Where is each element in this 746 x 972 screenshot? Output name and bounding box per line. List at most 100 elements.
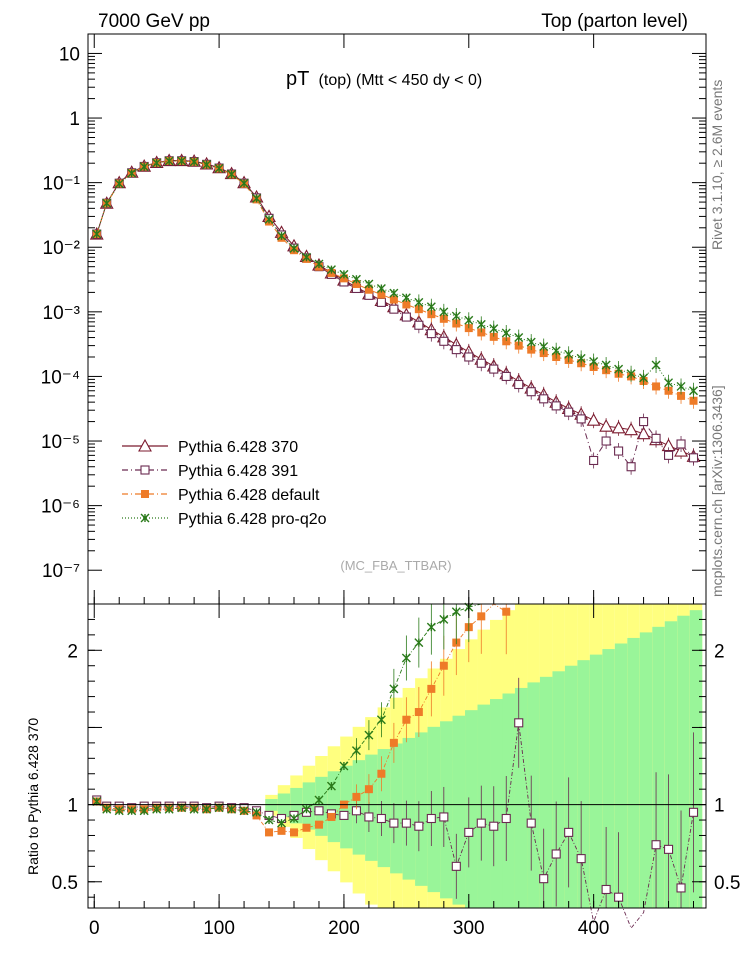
data-point <box>139 162 149 172</box>
data-point <box>676 439 686 449</box>
y-tick-label: 10⁻² <box>43 238 81 259</box>
data-point <box>277 231 287 241</box>
band-green <box>277 793 291 818</box>
data-point <box>252 193 262 203</box>
ratio-point <box>239 806 249 816</box>
ratio-point <box>451 861 461 871</box>
ratio-point <box>351 746 361 756</box>
data-point <box>164 156 174 166</box>
ratio-point <box>102 804 112 814</box>
data-point <box>389 288 399 298</box>
ratio-point <box>451 607 461 617</box>
ratio-point <box>439 661 448 670</box>
data-point <box>264 214 274 224</box>
band-green <box>415 732 428 886</box>
ratio-point <box>314 820 323 829</box>
header-right: Top (parton level) <box>541 11 688 32</box>
band-green <box>440 721 453 899</box>
data-point <box>676 381 686 391</box>
ratio-point <box>364 730 374 740</box>
ratio-point <box>426 813 436 824</box>
data-point <box>651 360 661 370</box>
ratio-point <box>389 684 399 694</box>
ratio-point <box>514 718 524 728</box>
data-point <box>114 179 124 189</box>
ratio-point <box>526 818 536 828</box>
band-green <box>390 743 403 874</box>
ratio-y-tick-label: 1 <box>67 796 78 817</box>
band-green <box>427 726 441 893</box>
ratio-y-tick-label: 0.5 <box>52 873 78 894</box>
data-point <box>489 324 499 334</box>
data-point <box>664 378 674 388</box>
data-point <box>539 394 549 404</box>
data-point <box>389 295 398 304</box>
y-tick-label: 10⁻⁵ <box>41 432 80 453</box>
data-point <box>689 386 699 396</box>
data-point <box>526 337 536 347</box>
band-green <box>365 754 378 861</box>
ratio-point <box>314 806 324 816</box>
x-tick-label: 200 <box>328 918 360 939</box>
band-green <box>539 676 553 908</box>
data-point <box>599 418 614 432</box>
band-green <box>627 637 640 908</box>
ratio-point <box>551 849 561 859</box>
ratio-point <box>302 823 311 832</box>
data-point <box>551 346 561 356</box>
data-point <box>426 329 436 339</box>
data-point <box>639 373 649 383</box>
ratio-point <box>501 813 511 824</box>
data-point <box>377 290 386 299</box>
data-point <box>214 163 224 173</box>
data-point <box>514 379 524 390</box>
x-tick-label: 100 <box>203 918 235 939</box>
band-green <box>639 632 653 908</box>
data-point <box>624 422 639 436</box>
x-tick-label: 0 <box>89 918 100 939</box>
ratio-point <box>414 821 424 831</box>
data-point <box>501 371 511 381</box>
data-point <box>102 198 112 208</box>
ratio-point <box>376 813 386 824</box>
data-point <box>339 269 349 279</box>
ratio-point <box>326 781 336 791</box>
data-point <box>489 364 499 374</box>
data-point <box>426 302 436 312</box>
band-green <box>490 699 503 908</box>
data-point <box>551 401 561 411</box>
data-point <box>664 386 673 395</box>
data-point <box>376 283 386 293</box>
ratio-point <box>401 818 411 828</box>
y-tick-label: 10⁻⁴ <box>41 367 80 388</box>
data-point <box>451 311 461 321</box>
data-point <box>326 265 336 275</box>
data-point <box>92 229 102 239</box>
data-point <box>301 252 311 262</box>
y-tick-label: 10⁻⁶ <box>41 497 80 518</box>
data-point <box>626 369 636 379</box>
data-point <box>651 433 661 443</box>
band-green <box>477 704 491 908</box>
data-point <box>239 178 249 188</box>
ratio-point <box>614 892 624 902</box>
data-point <box>526 387 536 397</box>
legend-label: Pythia 6.428 391 <box>178 463 298 480</box>
data-point <box>576 353 586 363</box>
data-point <box>601 436 611 446</box>
band-green <box>564 665 578 908</box>
ratio-y-tick-label-right: 1 <box>714 796 725 817</box>
ratio-point <box>277 818 287 828</box>
ratio-point <box>601 884 611 895</box>
ratio-point <box>576 854 586 864</box>
ratio-point <box>364 785 373 794</box>
header-left: 7000 GeV pp <box>98 11 210 32</box>
uncertainty-bands <box>265 604 703 908</box>
data-point <box>439 307 449 317</box>
legend-label: Pythia 6.428 370 <box>178 439 298 456</box>
data-point <box>564 349 574 359</box>
data-point <box>189 157 199 167</box>
data-point <box>177 156 187 166</box>
data-point <box>451 345 461 355</box>
